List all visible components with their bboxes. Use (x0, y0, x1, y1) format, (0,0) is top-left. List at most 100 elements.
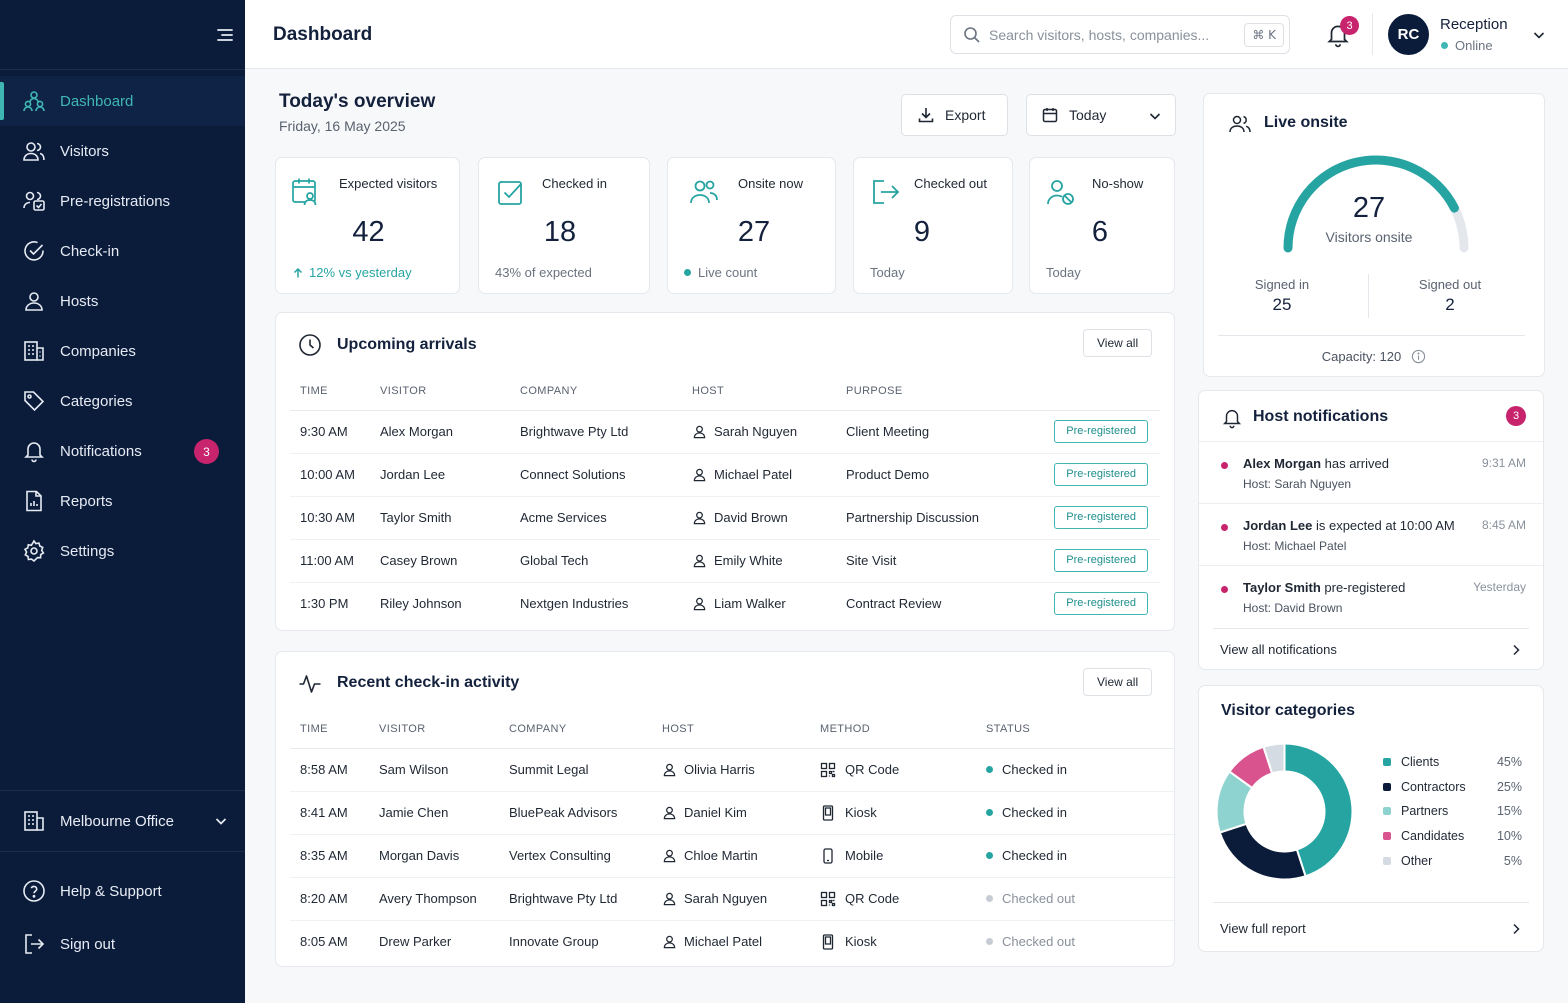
users-icon (690, 180, 718, 204)
pre-registrations-icon (23, 191, 45, 211)
cell-status: Pre-registered (1040, 539, 1160, 583)
avatar[interactable]: RC (1388, 14, 1429, 55)
status-text: Checked in (1002, 848, 1068, 863)
pre-registered-badge[interactable]: Pre-registered (1054, 549, 1148, 572)
legend-swatch (1383, 807, 1391, 816)
recent-activity-card: Recent check-in activity View all TIME V… (275, 651, 1175, 967)
table-row[interactable]: 8:41 AM Jamie Chen BluePeak Advisors Daniel… (290, 791, 1174, 835)
notification-item[interactable]: Jordan Lee is expected at 10:00 AM Host: … (1221, 518, 1526, 562)
sidebar-item-settings[interactable]: Settings (0, 526, 245, 576)
sidebar-item-hosts[interactable]: Hosts (0, 276, 245, 326)
check-in-icon (24, 241, 44, 261)
signed-in-stat: Signed in 25 (1218, 277, 1346, 315)
view-all-notifications-link[interactable]: View all notifications (1220, 642, 1337, 657)
host-person-icon (663, 806, 676, 820)
stat-label: Expected visitors (339, 176, 438, 191)
office-selector[interactable]: Melbourne Office (0, 790, 245, 852)
cell-host: Sarah Nguyen (692, 410, 846, 454)
donut-slice-other[interactable] (1262, 742, 1286, 775)
sidebar-item-pre-registrations[interactable]: Pre-registrations (0, 176, 245, 226)
date-range-select[interactable]: Today (1026, 94, 1176, 136)
search-box[interactable]: ⌘ K (950, 15, 1290, 54)
sidebar-item-notifications[interactable]: Notifications 3 (0, 426, 245, 476)
notification-item[interactable]: Alex Morgan has arrived Host: Sarah Nguye… (1221, 456, 1526, 500)
sidebar-item-categories[interactable]: Categories (0, 376, 245, 426)
sidebar-item-label: Visitors (60, 142, 109, 160)
sidebar-item-check-in[interactable]: Check-in (0, 226, 245, 276)
sidebar-item-visitors[interactable]: Visitors (0, 126, 245, 176)
sign-out-link[interactable]: Sign out (0, 920, 245, 968)
cell-company: BluePeak Advisors (509, 791, 662, 835)
stat-value: 6 (1091, 216, 1109, 248)
chevron-right-icon[interactable] (1508, 642, 1524, 658)
chevron-right-icon[interactable] (1508, 921, 1524, 937)
stat-label: Onsite now (738, 176, 804, 191)
sidebar-item-dashboard[interactable]: Dashboard (0, 76, 245, 126)
stat-label: Checked in (542, 176, 608, 191)
table-row[interactable]: 8:35 AM Morgan Davis Vertex Consulting Chlo… (290, 834, 1174, 878)
table-row[interactable]: 8:05 AM Drew Parker Innovate Group Michael … (290, 920, 1174, 963)
cell-purpose: Contract Review (846, 596, 942, 612)
donut-slice-contractors[interactable] (1218, 822, 1307, 881)
search-input[interactable] (989, 26, 1229, 43)
chevron-down-icon[interactable] (1531, 27, 1547, 43)
host-person-icon (693, 511, 706, 525)
table-row[interactable]: 8:58 AM Sam Wilson Summit Legal Olivia Harr… (290, 748, 1174, 792)
stat-sub-text: Today (1046, 265, 1081, 280)
activity-view-all-button[interactable]: View all (1083, 668, 1153, 696)
table-row[interactable]: 8:20 AM Avery Thompson Brightwave Pty Ltd S… (290, 877, 1174, 921)
host-notifications-title: Host notifications (1253, 408, 1389, 425)
stat-label: Checked out (914, 176, 987, 191)
cell-visitor: Riley Johnson (380, 596, 462, 612)
chevron-down-icon (1149, 113, 1161, 120)
notification-item[interactable]: Taylor Smith pre-registered Host: David B… (1221, 580, 1526, 624)
legend-label: Partners (1401, 804, 1449, 819)
sidebar-item-label: Pre-registrations (60, 192, 171, 210)
host-person-icon (693, 597, 706, 611)
calendar-icon (1042, 108, 1058, 123)
dashboard-icon (23, 91, 45, 112)
pre-registered-badge[interactable]: Pre-registered (1054, 420, 1148, 443)
notification-visitor: Jordan Lee (1243, 518, 1313, 533)
upcoming-arrivals-card: Upcoming arrivals View all TIME VISITOR … (275, 312, 1175, 631)
activity-table: TIME VISITOR COMPANY HOST METHOD STATUS … (290, 711, 1174, 963)
pre-registered-badge[interactable]: Pre-registered (1054, 463, 1148, 486)
legend-item: Contractors 25% (1383, 780, 1522, 794)
arrivals-view-all-button[interactable]: View all (1083, 329, 1153, 357)
signed-divider (1368, 274, 1369, 318)
pre-registered-badge[interactable]: Pre-registered (1054, 506, 1148, 529)
table-row[interactable]: 1:30 PM Riley Johnson Nextgen Industries Li… (290, 582, 1160, 625)
notification-count-badge: 3 (1340, 16, 1359, 35)
cell-time: 8:41 AM (290, 791, 379, 835)
help-support-link[interactable]: Help & Support (0, 867, 245, 915)
view-full-report-link[interactable]: View full report (1220, 921, 1306, 936)
mobile-icon (823, 847, 833, 864)
qr-code-icon (820, 891, 836, 906)
user-x-icon (1047, 180, 1074, 205)
legend-percent: 15% (1496, 804, 1522, 819)
sidebar-item-reports[interactable]: Reports (0, 476, 245, 526)
cell-visitor: Avery Thompson (379, 877, 509, 921)
stat-sub-text: 43% of expected (495, 265, 592, 280)
sidebar-item-label: Companies (60, 342, 136, 360)
host-person-icon (663, 849, 676, 863)
gear-icon (23, 539, 45, 563)
cell-method: Mobile (820, 834, 986, 878)
collapse-menu-icon[interactable] (213, 24, 235, 46)
notifications-count-badge: 3 (194, 439, 219, 464)
table-row[interactable]: 9:30 AM Alex Morgan Brightwave Pty Ltd Sara… (290, 410, 1160, 454)
visitor-categories-title: Visitor categories (1221, 702, 1355, 719)
donut-slice-clients[interactable] (1283, 742, 1354, 878)
table-row[interactable]: 10:30 AM Taylor Smith Acme Services David B… (290, 496, 1160, 540)
sidebar-item-companies[interactable]: Companies (0, 326, 245, 376)
host-person-icon (693, 468, 706, 482)
cell-purpose: Site Visit (846, 539, 1040, 583)
table-row[interactable]: 10:00 AM Jordan Lee Connect Solutions Micha… (290, 453, 1160, 497)
info-icon[interactable] (1411, 349, 1426, 364)
export-button[interactable]: Export (901, 94, 1008, 136)
pre-registered-badge[interactable]: Pre-registered (1054, 592, 1148, 616)
column-header: COMPANY (520, 373, 692, 411)
table-row[interactable]: 11:00 AM Casey Brown Global Tech Emily Whit… (290, 539, 1160, 583)
sign-out-icon (25, 934, 45, 954)
status-dot-icon (986, 809, 993, 816)
